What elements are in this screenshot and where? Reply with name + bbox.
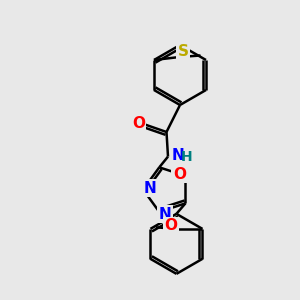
Text: N: N [171,148,184,163]
Text: N: N [143,181,156,196]
Text: S: S [178,44,189,59]
Text: O: O [132,116,145,130]
Text: H: H [181,150,192,164]
Text: N: N [158,207,171,222]
Text: O: O [173,167,186,182]
Text: O: O [164,218,177,233]
